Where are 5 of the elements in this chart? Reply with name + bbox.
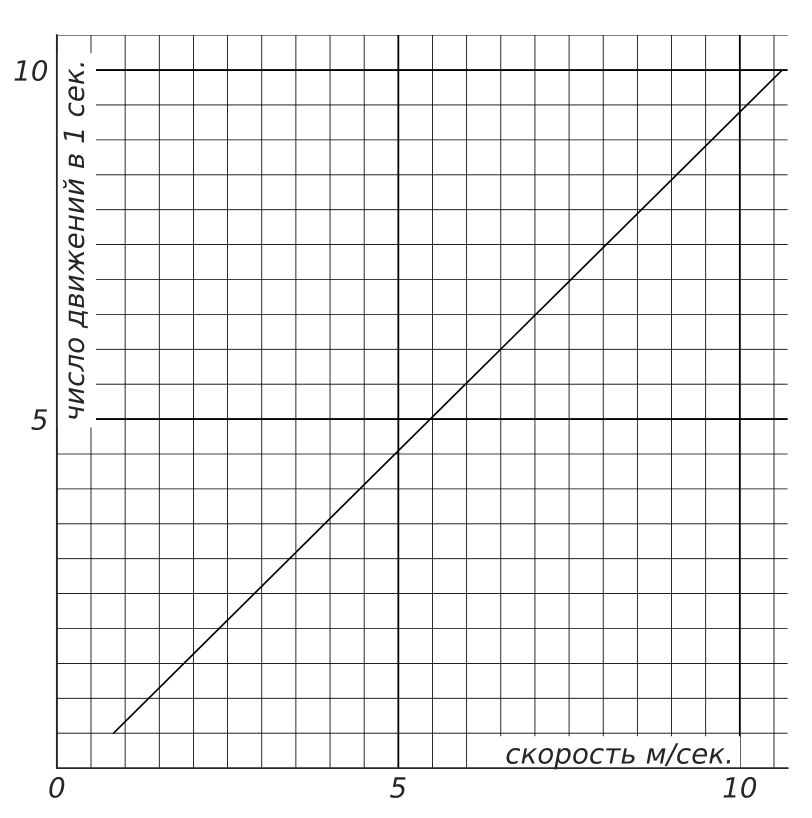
- x-tick-label: 5: [390, 777, 406, 798]
- x-tick-label: 10: [724, 776, 756, 798]
- x-tick-label: 0: [49, 776, 64, 798]
- y-axis-title: число движений в 1 сек.: [62, 63, 88, 419]
- x-axis-title: скорость м/сек.: [506, 743, 730, 770]
